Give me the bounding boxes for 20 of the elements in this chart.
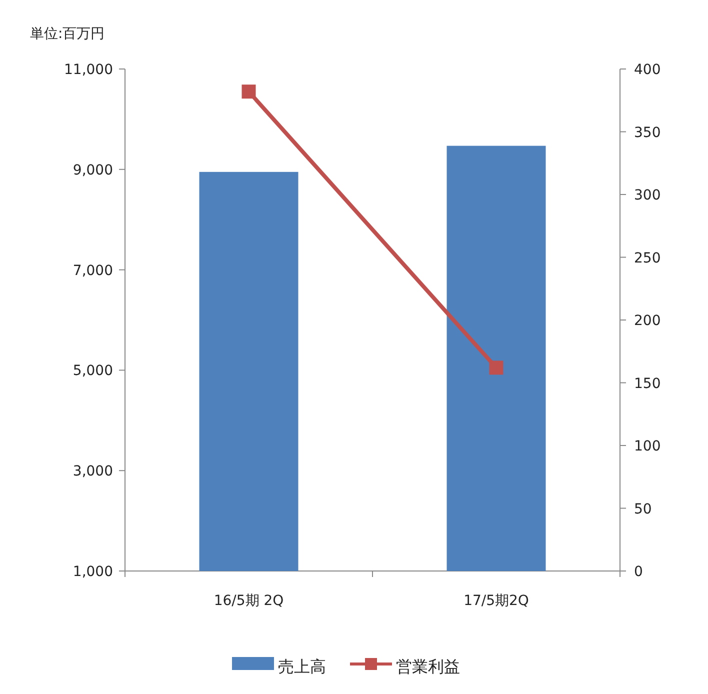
y-tick-label: 1,000 [72,564,113,580]
y-tick-label: 5,000 [72,363,113,380]
legend-label: 営業利益 [396,657,460,676]
legend-label: 売上高 [278,657,326,676]
y2-tick-label: 350 [634,124,661,141]
y2-tick-label: 50 [634,501,652,518]
y-axis-title: 単位:百万円 [30,26,105,42]
x-tick-label: 17/5期2Q [464,593,529,609]
y-tick-label: 3,000 [72,464,113,480]
y-tick-label: 7,000 [72,262,113,279]
x-tick-label: 16/5期 2Q [214,593,284,609]
y2-tick-label: 250 [634,250,661,266]
y2-tick-label: 150 [634,376,661,392]
y2-tick-label: 0 [634,564,643,580]
y2-tick-label: 300 [634,188,661,204]
y-tick-label: 11,000 [64,62,113,78]
y2-tick-label: 100 [634,438,661,454]
y2-tick-label: 200 [634,313,661,329]
y-tick-label: 9,000 [72,162,113,178]
y2-tick-label: 400 [634,62,661,78]
